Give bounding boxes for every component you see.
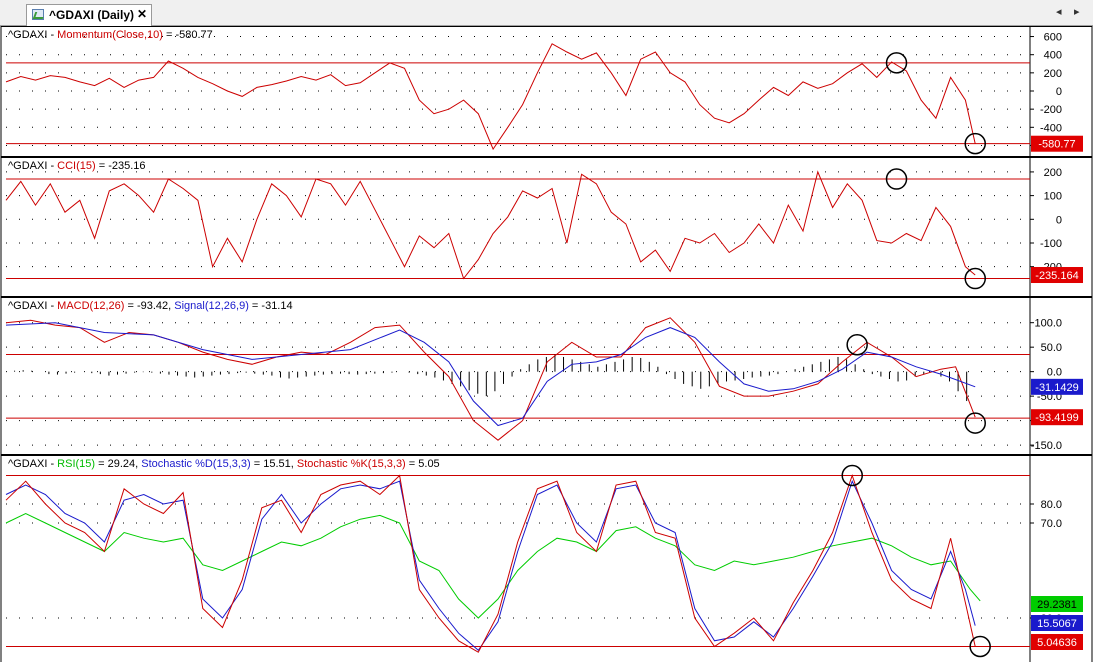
value-label: 29.2381 (1037, 599, 1077, 611)
panel-border (0, 26, 1093, 157)
y-tick-label: 100.0 (1034, 318, 1062, 330)
panel-title-part: Signal(12,26,9) (174, 300, 249, 312)
value-label-box (1031, 596, 1083, 612)
panel-title: ^GDAXI - MACD(12,26) = -93.42, Signal(12… (8, 300, 293, 312)
y-tick-label: -200 (1040, 104, 1062, 116)
panel-title: ^GDAXI - RSI(15) = 29.24, Stochastic %D(… (8, 458, 440, 470)
panel-title-part: = -235.16 (96, 160, 146, 172)
y-tick-label: -400 (1040, 122, 1062, 134)
y-tick-label: 200 (1044, 167, 1062, 179)
series-line (5, 317, 976, 441)
value-label-box (1031, 378, 1083, 395)
tab-label: ^GDAXI (Daily) (49, 8, 135, 22)
series-line (5, 322, 976, 427)
annotation-circle (964, 132, 986, 155)
panel-title-part: = 5.05 (406, 458, 440, 470)
series-line (5, 170, 976, 280)
value-label: -580.77 (1038, 139, 1075, 151)
value-label-box (1031, 615, 1083, 631)
panel-border (0, 455, 1093, 662)
close-icon[interactable]: ✕ (137, 7, 148, 21)
annotation-circle (846, 333, 868, 356)
tab-bar: ^GDAXI (Daily) ✕ ◂ ▸ (0, 0, 1093, 26)
value-label: -235.164 (1035, 270, 1078, 282)
value-label: 5.04636 (1037, 637, 1077, 649)
series-line (5, 512, 981, 619)
panel-title-part: = 15.51, (251, 458, 297, 470)
y-tick-label: 200 (1044, 68, 1062, 80)
annotation-circle (885, 52, 908, 74)
panel-title-part: MACD(12,26) (57, 300, 124, 312)
y-tick-label: 0.0 (1047, 367, 1062, 379)
panel-title-part: Momentum(Close,10) (57, 29, 163, 41)
panel-title-part: Stochastic %K(15,3,3) (297, 458, 406, 470)
series-line (5, 43, 976, 151)
panel-title-part: = -580.77 (163, 29, 213, 41)
value-label: -31.1429 (1035, 382, 1078, 394)
panel-title-part: RSI(15) (57, 458, 95, 470)
panel-title-part: ^GDAXI - (8, 300, 57, 312)
value-label-box (1031, 409, 1083, 426)
y-tick-label: 100 (1044, 191, 1062, 203)
series-line (5, 479, 976, 652)
value-label-box (1031, 267, 1083, 284)
panel-title-part: = 29.24, (95, 458, 141, 470)
annotation-circle (964, 412, 986, 434)
panel-title-part: ^GDAXI - (8, 160, 57, 172)
value-label-box (1031, 135, 1083, 152)
tab-gdaxi-daily[interactable]: ^GDAXI (Daily) ✕ (26, 4, 152, 26)
panel-title: ^GDAXI - CCI(15) = -235.16 (8, 160, 146, 172)
panel-title-part: ^GDAXI - (8, 29, 57, 41)
scroll-left-icon[interactable]: ◂ (1056, 6, 1062, 18)
panel-title: ^GDAXI - Momentum(Close,10) = -580.77 (8, 29, 213, 41)
panel-title-part: = -31.14 (249, 300, 293, 312)
annotation-circle (964, 267, 986, 290)
panel-title-part: CCI(15) (57, 160, 96, 172)
y-tick-label: 80.0 (1041, 499, 1062, 511)
y-tick-label: 400 (1044, 50, 1062, 62)
panel-title-part: ^GDAXI - (8, 458, 57, 470)
panel-title-part: = -93.42, (124, 300, 174, 312)
y-tick-label: 50.0 (1041, 342, 1062, 354)
annotation-circle (885, 168, 908, 190)
series-line (5, 473, 976, 653)
scroll-right-icon[interactable]: ▸ (1074, 6, 1080, 18)
value-label-box (1031, 634, 1083, 650)
value-label: 15.5067 (1037, 618, 1077, 630)
annotation-circle (841, 464, 863, 487)
panel-border (0, 297, 1093, 455)
y-tick-label: -100 (1040, 238, 1062, 250)
y-tick-label: 600 (1044, 32, 1062, 44)
y-tick-label: 0 (1056, 214, 1062, 226)
y-tick-label: 0 (1056, 86, 1062, 98)
panel-border (0, 157, 1093, 297)
y-tick-label: 70.0 (1041, 518, 1062, 530)
y-tick-label: -150.0 (1031, 440, 1062, 452)
value-label: -93.4199 (1035, 412, 1078, 424)
annotation-circle (969, 635, 991, 658)
panel-title-part: Stochastic %D(15,3,3) (141, 458, 250, 470)
chart-icon (32, 9, 44, 20)
